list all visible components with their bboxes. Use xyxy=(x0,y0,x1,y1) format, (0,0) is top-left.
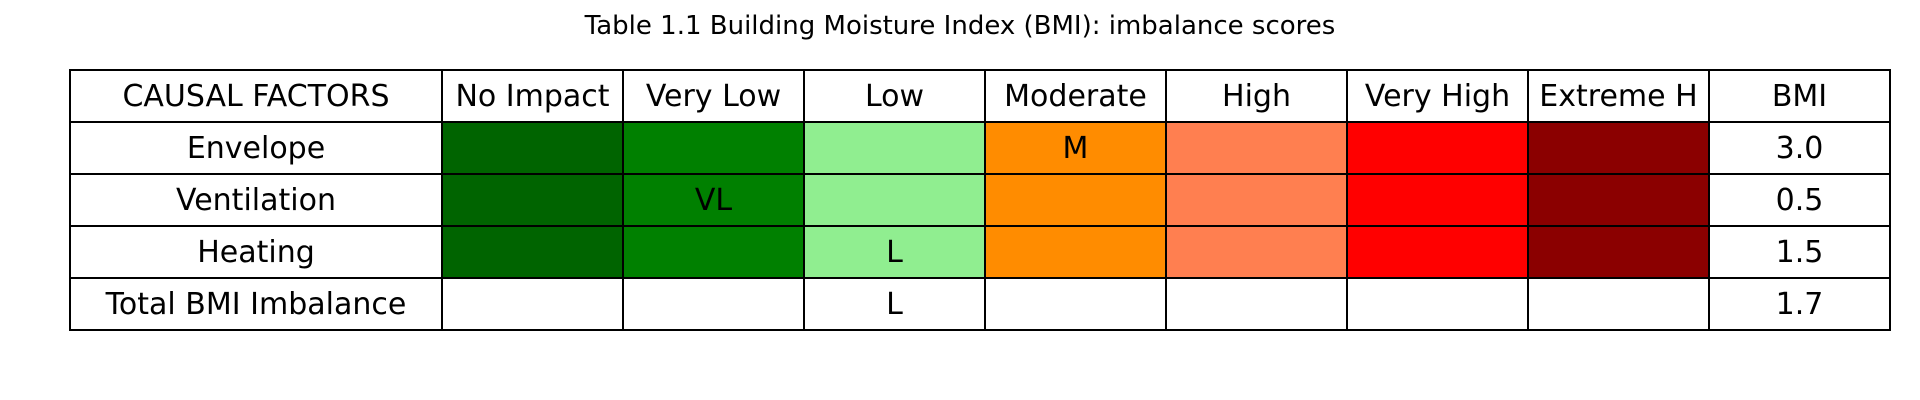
header-causal-factors: CAUSAL FACTORS xyxy=(69,69,443,123)
header-level-moderate: Moderate xyxy=(984,69,1167,123)
level-cell xyxy=(1527,173,1710,227)
header-level-very-high: Very High xyxy=(1346,69,1529,123)
bmi-score: 1.7 xyxy=(1708,277,1891,331)
level-cell xyxy=(1165,121,1348,175)
level-cell xyxy=(803,121,986,175)
factor-label: Envelope xyxy=(69,121,443,175)
level-cell xyxy=(622,277,805,331)
bmi-score: 1.5 xyxy=(1708,225,1891,279)
header-level-low: Low xyxy=(803,69,986,123)
table-row-envelope: Envelope M 3.0 xyxy=(69,121,1891,175)
level-cell xyxy=(984,225,1167,279)
factor-label: Heating xyxy=(69,225,443,279)
level-cell xyxy=(622,121,805,175)
table-title: Table 1.1 Building Moisture Index (BMI):… xyxy=(584,11,1336,41)
bmi-score: 3.0 xyxy=(1708,121,1891,175)
bmi-table: CAUSAL FACTORS No Impact Very Low Low Modera… xyxy=(69,69,1891,331)
header-level-high: High xyxy=(1165,69,1348,123)
level-cell: L xyxy=(803,277,986,331)
level-cell xyxy=(984,173,1167,227)
level-cell xyxy=(441,173,624,227)
level-cell: VL xyxy=(622,173,805,227)
header-bmi: BMI xyxy=(1708,69,1891,123)
header-row: CAUSAL FACTORS No Impact Very Low Low Modera… xyxy=(69,69,1891,123)
level-cell xyxy=(803,173,986,227)
level-cell xyxy=(441,121,624,175)
level-cell xyxy=(622,225,805,279)
level-cell xyxy=(1346,121,1529,175)
table-row-ventilation: Ventilation VL 0.5 xyxy=(69,173,1891,227)
level-cell: L xyxy=(803,225,986,279)
level-cell xyxy=(984,277,1167,331)
bmi-score: 0.5 xyxy=(1708,173,1891,227)
level-cell xyxy=(1346,173,1529,227)
level-cell xyxy=(1165,225,1348,279)
factor-label: Total BMI Imbalance xyxy=(69,277,443,331)
level-cell xyxy=(441,277,624,331)
level-cell xyxy=(1527,121,1710,175)
header-level-very-low: Very Low xyxy=(622,69,805,123)
table-row-total-bmi-imbalance: Total BMI Imbalance L 1.7 xyxy=(69,277,1891,331)
header-level-no-impact: No Impact xyxy=(441,69,624,123)
level-cell xyxy=(1527,225,1710,279)
level-cell xyxy=(1346,225,1529,279)
level-cell xyxy=(441,225,624,279)
level-cell xyxy=(1165,173,1348,227)
level-cell xyxy=(1527,277,1710,331)
level-cell: M xyxy=(984,121,1167,175)
level-cell xyxy=(1165,277,1348,331)
header-level-extreme-h: Extreme H xyxy=(1527,69,1710,123)
factor-label: Ventilation xyxy=(69,173,443,227)
table-row-heating: Heating L 1.5 xyxy=(69,225,1891,279)
level-cell xyxy=(1346,277,1529,331)
